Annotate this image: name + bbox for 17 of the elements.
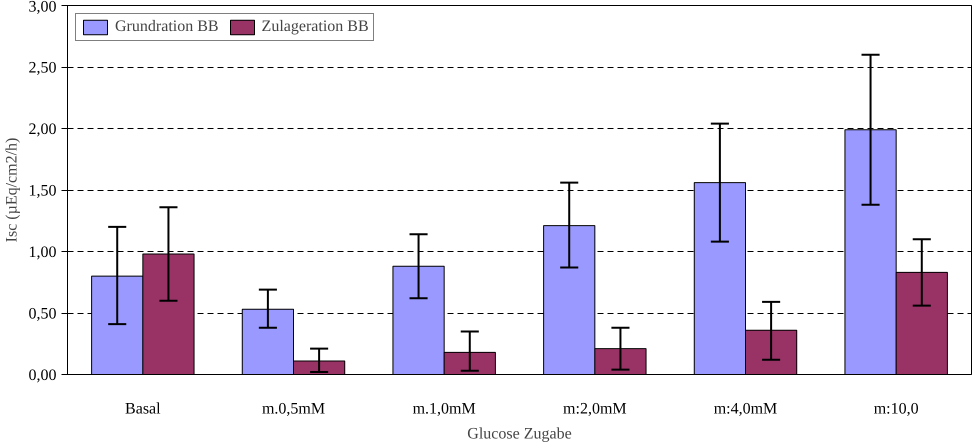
x-tick-label: m:10,0 [874,400,919,418]
y-tick-label: 0,00 [28,367,56,384]
y-tick-label: 1,50 [28,182,56,200]
x-tick-label: m.0,5mM [262,400,326,418]
y-tick-label: 2,50 [28,60,56,76]
y-tick-label: 0,50 [28,306,56,322]
y-tick-label: 1,00 [28,244,56,261]
x-axis-title: Glucose Zugabe [467,426,572,442]
legend-label: Grundration BB [115,18,219,36]
y-tick-label: 3,00 [28,0,56,16]
legend-label: Zulageration BB [262,18,369,36]
y-tick-label: 2,00 [28,121,56,138]
x-tick-label: m:2,0mM [563,400,627,418]
x-tick-label: m:4,0mM [714,400,778,418]
x-tick-label: m.1,0mM [412,400,476,418]
y-axis-title: Isc (µEq/cm2/h) [4,138,20,242]
x-tick-label: Basal [125,400,162,418]
